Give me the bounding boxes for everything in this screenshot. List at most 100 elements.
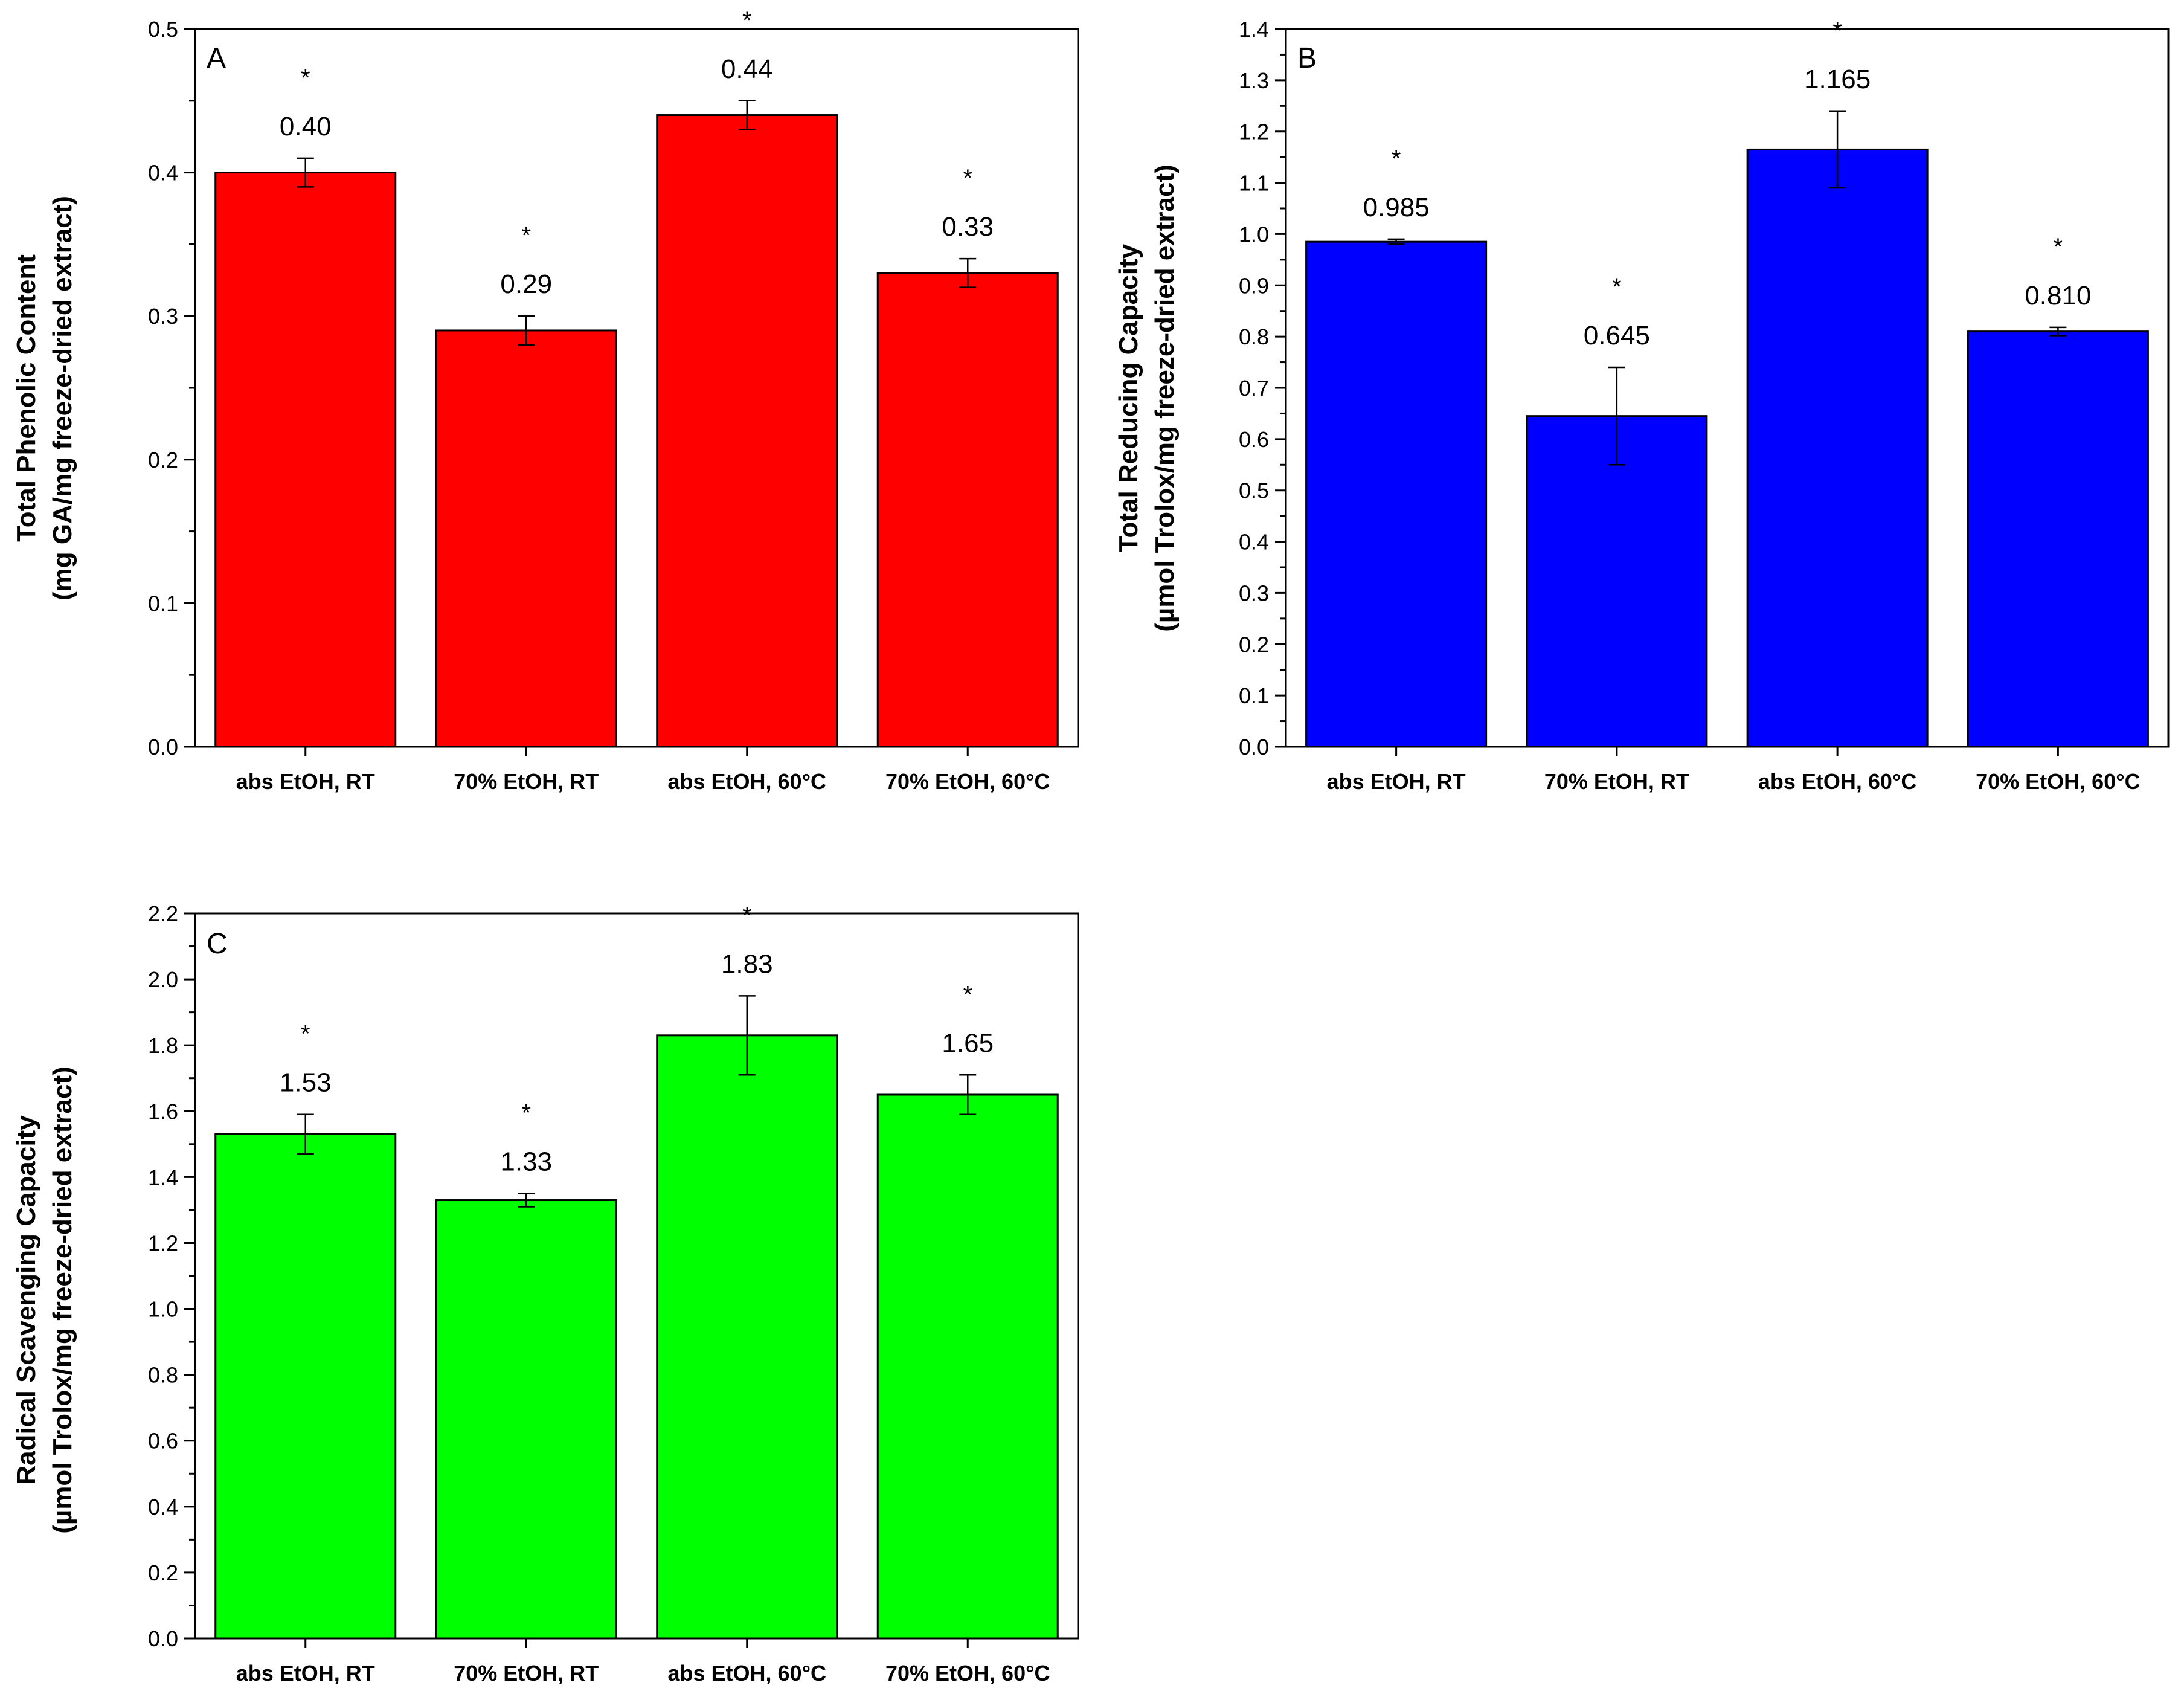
panel-c-ytick-label: 0.8	[148, 1363, 178, 1388]
panel-c-ytick-label: 0.2	[148, 1560, 178, 1585]
panel-a-ytick-label: 0.5	[148, 17, 178, 42]
panel-b-ytick-label: 1.0	[1239, 222, 1269, 246]
panel-c-category-label: 70% EtOH, RT	[454, 1661, 599, 1686]
panel-b-bar	[1526, 415, 1708, 748]
panel-b-plot: 0.0 0.1 0.2 0.3 0.4 0.5 0.6 0.7 0.8 0.9 1.0 1.1 1.2 1…	[1239, 17, 2170, 794]
panel-b: Total Reducing Capacity (µmol Trolox/mg …	[1114, 17, 2170, 794]
panel-b-ylabel-line2: (µmol Trolox/mg freeze-dried extract)	[1150, 164, 1180, 632]
panel-a-bar	[656, 114, 838, 748]
panel-c-ytick-label: 1.4	[148, 1165, 178, 1190]
panel-b-ytick-label: 0.7	[1239, 376, 1269, 401]
panel-c-ytick-label: 1.8	[148, 1033, 178, 1058]
panel-b-ytick-label: 1.4	[1239, 17, 1269, 42]
panel-b-ytick-label: 0.4	[1239, 530, 1269, 555]
panel-c-ytick-label: 2.2	[148, 901, 178, 926]
panel-b-bar	[1305, 240, 1488, 748]
panel-a-category-label: 70% EtOH, RT	[454, 769, 599, 794]
panel-b-ytick-label: 0.1	[1239, 683, 1269, 708]
panel-a-significance-star: *	[521, 222, 531, 249]
panel-b-ytick-label: 0.8	[1239, 324, 1269, 349]
panel-b-significance-star: *	[1392, 146, 1401, 172]
panel-b-letter: B	[1297, 42, 1317, 74]
panel-a-category-label: abs EtOH, RT	[236, 769, 375, 794]
panel-c-value-label: 1.65	[942, 1028, 994, 1058]
panel-c-bar	[656, 1034, 838, 1640]
panel-c-ytick-label: 0.0	[148, 1626, 178, 1651]
panel-b-ytick-label: 0.9	[1239, 273, 1269, 298]
panel-a-category-label: abs EtOH, 60°C	[668, 769, 826, 794]
panel-a-ytick-label: 0.0	[148, 735, 178, 759]
panel-c-ytick-label: 1.0	[148, 1297, 178, 1322]
panel-a-ylabel-line2: (mg GA/mg freeze-dried extract)	[48, 196, 77, 601]
panel-b-category-label: abs EtOH, RT	[1327, 769, 1466, 794]
panel-c-category-label: abs EtOH, 60°C	[668, 1661, 826, 1686]
panel-b-ytick-label: 0.6	[1239, 427, 1269, 452]
panel-a: Total Phenolic Content (mg GA/mg freeze-…	[11, 7, 1079, 794]
panel-a-value-label: 0.29	[500, 269, 552, 299]
panel-a-bar	[876, 272, 1059, 748]
panel-c-bar	[435, 1199, 617, 1640]
panel-c-category-label: abs EtOH, RT	[236, 1661, 375, 1686]
panel-a-value-label: 0.44	[721, 54, 773, 84]
panel-c-value-label: 1.33	[500, 1147, 552, 1177]
panel-b-ytick-label: 0.0	[1239, 735, 1269, 759]
panel-a-ytick-label: 0.4	[148, 161, 178, 185]
panel-b-ytick-label: 1.3	[1239, 68, 1269, 93]
panel-b-ytick-label: 0.5	[1239, 478, 1269, 503]
panel-c-bar	[214, 1133, 397, 1640]
panel-c-ylabel-line1: Radical Scavenging Capacity	[11, 1115, 41, 1485]
panel-b-ytick-label: 1.2	[1239, 120, 1269, 144]
panel-b-value-label: 1.165	[1804, 65, 1871, 94]
panel-a-significance-star: *	[742, 7, 752, 34]
panel-c-value-label: 1.83	[721, 949, 773, 979]
panel-a-significance-star: *	[963, 165, 972, 192]
panel-c-bar	[876, 1093, 1059, 1640]
panel-c-ytick-label: 2.0	[148, 967, 178, 992]
panel-b-bar	[1746, 148, 1929, 748]
panel-a-value-label: 0.40	[280, 112, 332, 141]
panel-a-letter: A	[207, 42, 226, 74]
panel-b-category-label: 70% EtOH, 60°C	[1976, 769, 2141, 794]
panel-a-ylabel-line1: Total Phenolic Content	[11, 254, 41, 542]
panel-a-ytick-label: 0.2	[148, 448, 178, 472]
panel-c-significance-star: *	[301, 1021, 310, 1048]
panel-c-frame	[194, 912, 1079, 1640]
panel-b-category-label: 70% EtOH, RT	[1544, 769, 1689, 794]
panel-c-ytick-label: 0.4	[148, 1495, 178, 1519]
panel-b-ytick-label: 0.2	[1239, 632, 1269, 657]
panel-c-ytick-label: 0.6	[148, 1429, 178, 1454]
panel-c-ytick-label: 1.6	[148, 1099, 178, 1124]
panel-c-category-label: 70% EtOH, 60°C	[885, 1661, 1050, 1686]
panel-a-value-label: 0.33	[942, 212, 994, 242]
panel-a-ytick-label: 0.3	[148, 304, 178, 329]
panel-c-significance-star: *	[963, 981, 972, 1008]
panel-b-value-label: 0.645	[1584, 321, 1650, 350]
panel-c-value-label: 1.53	[280, 1068, 332, 1098]
panel-b-ylabel-line1: Total Reducing Capacity	[1114, 243, 1143, 552]
panel-c: Radical Scavenging Capacity (µmol Trolox…	[11, 901, 1079, 1686]
panel-b-value-label: 0.810	[2025, 281, 2091, 311]
panel-b-ytick-label: 0.3	[1239, 581, 1269, 605]
panel-a-significance-star: *	[301, 65, 310, 91]
panel-c-ylabel-line2: (µmol Trolox/mg freeze-dried extract)	[48, 1066, 77, 1534]
panel-a-bar	[435, 329, 617, 748]
panel-a-bar	[214, 172, 397, 748]
panel-a-frame	[194, 28, 1079, 748]
panel-c-plot: 0.0 0.2 0.4 0.6 0.8 1.0 1.2 1.4 1.6 1.8 2.0 2.2 1.53…	[148, 901, 1079, 1686]
panel-b-significance-star: *	[2054, 234, 2063, 260]
panel-a-category-label: 70% EtOH, 60°C	[885, 769, 1050, 794]
panel-b-value-label: 0.985	[1363, 193, 1430, 222]
panel-b-bar	[1967, 330, 2149, 748]
panel-a-plot: 0.0 0.1 0.2 0.3 0.4 0.5 0.40 * abs EtOH, RT 0.29 *…	[148, 7, 1079, 794]
panel-b-ytick-label: 1.1	[1239, 171, 1269, 196]
panel-c-letter: C	[207, 928, 228, 960]
panel-a-ytick-label: 0.1	[148, 591, 178, 616]
panel-b-frame	[1285, 28, 2170, 748]
panel-b-category-label: abs EtOH, 60°C	[1758, 769, 1916, 794]
panel-c-ytick-label: 1.2	[148, 1231, 178, 1255]
panel-b-significance-star: *	[1832, 18, 1842, 44]
panel-c-significance-star: *	[742, 902, 752, 929]
panel-c-significance-star: *	[521, 1100, 531, 1127]
panel-b-significance-star: *	[1612, 274, 1622, 300]
